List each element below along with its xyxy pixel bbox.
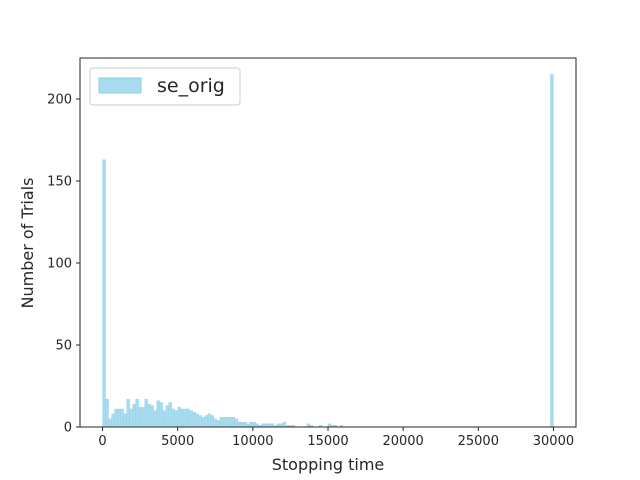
- x-tick-label: 5000: [161, 434, 194, 449]
- histogram-bar: [156, 400, 160, 428]
- histogram-bar: [153, 410, 157, 428]
- bars-group: [102, 74, 554, 428]
- histogram-bar: [550, 74, 554, 428]
- histogram-bar: [171, 408, 175, 428]
- histogram-bar: [282, 421, 287, 428]
- histogram-bar: [189, 410, 193, 428]
- histogram-bar: [210, 415, 214, 428]
- histogram-bar: [183, 408, 187, 428]
- x-tick-label: 25000: [458, 434, 499, 449]
- histogram-bar: [252, 421, 257, 428]
- histogram-bar: [114, 408, 118, 428]
- histogram-bar: [108, 418, 112, 428]
- y-tick-label: 50: [55, 339, 72, 354]
- legend-swatch: [98, 77, 142, 94]
- x-tick-label: 30000: [533, 434, 574, 449]
- histogram-bar: [198, 415, 202, 428]
- histogram-bar: [138, 407, 142, 428]
- histogram-bar: [243, 421, 247, 428]
- histogram-bar: [228, 417, 232, 428]
- y-axis-title: Number of Trials: [18, 178, 37, 309]
- histogram-bar: [123, 413, 127, 428]
- histogram-bar: [129, 408, 133, 428]
- histogram-bar: [132, 403, 136, 428]
- histogram-bar: [165, 405, 169, 428]
- histogram-bar: [135, 398, 139, 428]
- x-tick-label: 20000: [382, 434, 423, 449]
- histogram-bar: [144, 398, 148, 428]
- histogram-bar: [162, 410, 166, 428]
- histogram-bar: [213, 418, 217, 428]
- histogram-bar: [201, 417, 205, 428]
- histogram-bar: [120, 408, 124, 428]
- histogram-bar: [195, 413, 199, 428]
- legend-frame: [89, 67, 241, 106]
- histogram-bar: [186, 408, 190, 428]
- histogram-bar: [249, 421, 253, 428]
- y-tick-label: 0: [64, 421, 72, 436]
- histogram-bar: [240, 421, 244, 428]
- histogram-bar: [234, 418, 238, 428]
- histogram-bar: [225, 417, 229, 428]
- histogram-bar: [117, 408, 121, 428]
- histogram-bar: [231, 417, 235, 428]
- x-axis-title: Stopping time: [272, 455, 385, 474]
- histogram-bar: [150, 405, 154, 428]
- legend-label: se_orig: [157, 75, 225, 97]
- histogram-bar: [111, 413, 115, 428]
- x-tick-label: 0: [98, 434, 106, 449]
- x-tick-label: 15000: [307, 434, 348, 449]
- histogram-bar: [177, 407, 181, 428]
- histogram-bar: [237, 421, 241, 428]
- histogram-bar: [141, 407, 145, 428]
- y-tick-label: 200: [47, 93, 72, 108]
- histogram-bar: [147, 403, 151, 428]
- histogram-bar: [180, 408, 184, 428]
- histogram-bar: [168, 402, 172, 428]
- histogram-bar: [105, 398, 109, 428]
- histogram-bar: [204, 415, 208, 428]
- histogram-bar: [102, 159, 106, 428]
- histogram-bar: [159, 402, 163, 428]
- histogram-bar: [216, 420, 220, 428]
- histogram-bar: [192, 412, 196, 428]
- histogram-bar: [174, 410, 178, 428]
- histogram-bar: [219, 417, 223, 428]
- y-axis-ticks: 0 50 100 150 200: [47, 93, 80, 436]
- x-axis-ticks: 0 5000 10000 15000 20000 25000 30000: [98, 427, 574, 449]
- histogram-bar: [222, 417, 226, 428]
- y-tick-label: 100: [47, 257, 72, 272]
- plot-frame: [79, 57, 577, 428]
- x-tick-label: 10000: [232, 434, 273, 449]
- histogram-bar: [126, 398, 130, 428]
- histogram-bar: [207, 413, 211, 428]
- legend: se_orig: [89, 67, 241, 106]
- y-tick-label: 150: [47, 175, 72, 190]
